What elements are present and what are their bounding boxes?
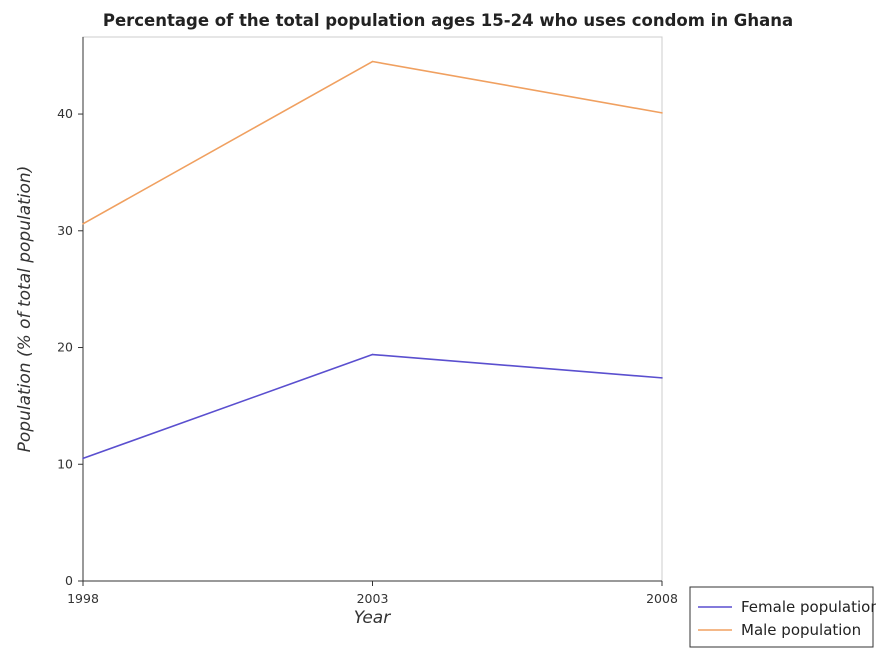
male-data-point — [371, 60, 374, 63]
y-tick-label: 10 — [57, 456, 73, 471]
plot-area: 0 10 20 30 40 1998 2003 2008 — [57, 36, 678, 606]
male-population-line — [82, 60, 663, 225]
y-tick-label: 20 — [57, 340, 73, 355]
y-axis-label: Population (% of total population) — [15, 166, 35, 453]
male-data-point — [661, 112, 663, 114]
y-tick-label: 0 — [65, 573, 73, 588]
legend-box — [689, 586, 874, 648]
legend-label-male: Male population — [741, 621, 861, 639]
x-tick-label: 2003 — [357, 591, 389, 606]
female-data-point — [371, 353, 374, 356]
legend-label-female: Female population — [741, 598, 876, 616]
female-data-point — [661, 377, 663, 379]
x-axis-label: Year — [354, 608, 391, 628]
female-data-point — [82, 457, 84, 460]
female-population-line — [82, 353, 663, 460]
x-tick-label: 1998 — [67, 591, 99, 606]
legend: Female population Male population — [689, 586, 876, 648]
plot-frame — [82, 36, 663, 582]
x-tick-label: 2008 — [646, 591, 678, 606]
y-tick-label: 40 — [57, 106, 73, 121]
y-tick-label: 30 — [57, 223, 73, 238]
male-data-point — [82, 222, 84, 225]
chart-title: Percentage of the total population ages … — [103, 11, 793, 30]
